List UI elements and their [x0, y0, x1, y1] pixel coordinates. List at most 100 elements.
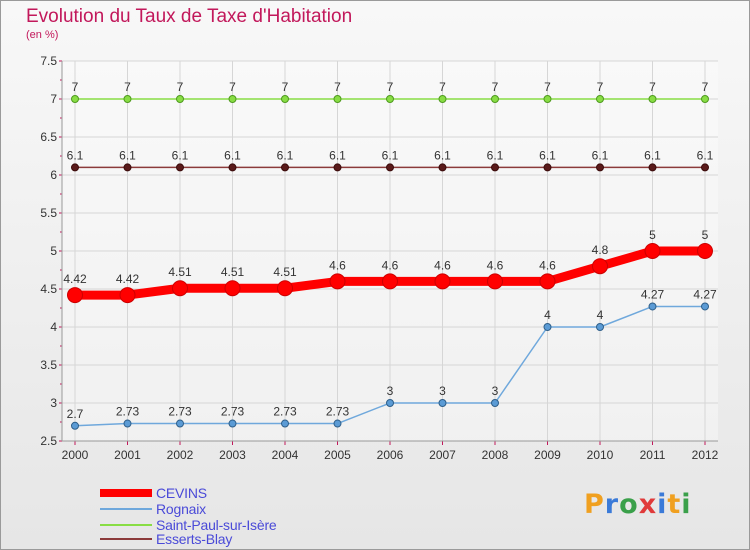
y-tick-label: 4.5 — [40, 282, 57, 296]
legend-label-cevins: CEVINS — [156, 485, 207, 501]
legend-item-esserts-blay: Esserts-Blay — [100, 531, 420, 547]
data-label-esserts-blay: 6.1 — [277, 148, 294, 162]
data-point-saint-paul — [123, 95, 132, 103]
y-tick-label: 6 — [50, 168, 57, 182]
data-point-cevins — [434, 273, 451, 290]
data-label-rognaix: 3 — [387, 384, 394, 398]
x-tick-label: 2011 — [640, 448, 666, 462]
data-point-esserts-blay — [491, 163, 499, 172]
x-tick-label: 2005 — [324, 448, 351, 462]
data-label-cevins: 5 — [702, 228, 709, 242]
data-label-rognaix: 2.73 — [116, 405, 140, 419]
data-point-cevins — [697, 243, 713, 259]
data-point-esserts-blay — [281, 163, 289, 172]
data-point-cevins — [382, 273, 398, 290]
data-label-rognaix: 3 — [439, 384, 446, 398]
data-point-esserts-blay — [648, 163, 657, 172]
data-point-saint-paul — [491, 95, 499, 103]
data-point-esserts-blay — [228, 163, 237, 172]
data-point-rognaix — [176, 419, 184, 428]
data-point-saint-paul — [701, 95, 709, 103]
data-label-cevins: 4.6 — [434, 258, 451, 272]
y-tick-label: 4 — [50, 320, 57, 334]
data-point-esserts-blay — [71, 163, 79, 172]
x-tick-label: 2002 — [167, 448, 194, 462]
data-label-esserts-blay: 6.1 — [434, 148, 451, 162]
data-label-esserts-blay: 6.1 — [539, 148, 556, 162]
data-point-esserts-blay — [176, 163, 184, 172]
data-label-rognaix: 4.27 — [693, 287, 717, 301]
logo-letter: i — [681, 489, 692, 520]
data-point-saint-paul — [176, 95, 184, 103]
data-label-saint-paul: 7 — [544, 80, 551, 94]
data-point-cevins — [539, 273, 556, 290]
data-point-rognaix — [648, 302, 657, 311]
y-tick-label: 6.5 — [40, 130, 57, 144]
y-tick-label: 2.5 — [40, 434, 57, 448]
data-label-esserts-blay: 6.1 — [592, 148, 609, 162]
data-label-saint-paul: 7 — [597, 80, 604, 94]
data-label-saint-paul: 7 — [702, 80, 709, 94]
x-tick-label: 2006 — [377, 448, 404, 462]
logo-letter: o — [619, 489, 639, 520]
data-point-cevins — [487, 273, 503, 290]
data-label-cevins: 4.6 — [329, 258, 346, 272]
data-point-cevins — [644, 243, 661, 259]
data-label-cevins: 4.42 — [116, 272, 140, 286]
data-label-cevins: 4.51 — [221, 265, 245, 279]
data-point-rognaix — [228, 419, 237, 428]
legend-label-saint-paul: Saint-Paul-sur-Isère — [156, 517, 277, 533]
data-point-saint-paul — [71, 95, 79, 103]
data-label-cevins: 4.8 — [592, 243, 609, 257]
data-label-rognaix: 2.73 — [168, 405, 192, 419]
data-point-rognaix — [333, 419, 342, 428]
x-tick-label: 2012 — [692, 448, 719, 462]
data-label-rognaix: 2.73 — [326, 405, 350, 419]
data-point-rognaix — [123, 419, 132, 428]
data-label-rognaix: 2.73 — [221, 405, 245, 419]
data-label-saint-paul: 7 — [334, 80, 341, 94]
legend-swatch-cevins — [100, 489, 152, 497]
data-label-esserts-blay: 6.1 — [697, 148, 714, 162]
data-point-cevins — [329, 273, 346, 290]
data-point-cevins — [224, 280, 241, 297]
series-rognaix: 2.7 2.73 2.73 2.73 2.73 2.73 3 3 3 4 4 4.27 4.27 — [67, 287, 717, 430]
data-point-esserts-blay — [333, 163, 342, 172]
y-tick-label: 5 — [50, 244, 57, 258]
data-label-saint-paul: 7 — [177, 80, 184, 94]
data-label-esserts-blay: 6.1 — [487, 148, 504, 162]
x-tick-label: 2000 — [62, 448, 89, 462]
x-tick-label: 2003 — [219, 448, 246, 462]
data-label-cevins: 4.51 — [273, 265, 297, 279]
data-label-cevins: 4.6 — [382, 258, 399, 272]
data-point-esserts-blay — [543, 163, 552, 172]
data-label-saint-paul: 7 — [124, 80, 131, 94]
data-label-esserts-blay: 6.1 — [224, 148, 241, 162]
data-label-saint-paul: 7 — [439, 80, 446, 94]
data-point-cevins — [277, 280, 293, 297]
legend-swatch-rognaix — [100, 508, 152, 510]
data-label-esserts-blay: 6.1 — [329, 148, 346, 162]
logo-letter: P — [584, 489, 605, 520]
y-tick-label: 5.5 — [40, 206, 57, 220]
x-tick-label: 2001 — [114, 448, 141, 462]
legend-item-cevins: CEVINS — [100, 485, 420, 501]
data-point-rognaix — [281, 419, 289, 428]
data-point-saint-paul — [281, 95, 289, 103]
y-tick-label: 3 — [50, 396, 57, 410]
y-tick-label: 7.5 — [40, 54, 57, 68]
data-point-esserts-blay — [438, 163, 447, 172]
data-point-saint-paul — [648, 95, 657, 103]
data-label-rognaix: 2.73 — [273, 405, 297, 419]
data-point-saint-paul — [543, 95, 552, 103]
data-point-saint-paul — [596, 95, 604, 103]
data-label-rognaix: 4 — [597, 308, 604, 322]
data-point-rognaix — [701, 302, 709, 311]
proxiti-logo: Proxiti — [584, 489, 692, 520]
data-point-cevins — [119, 287, 136, 304]
series-esserts-blay: 6.1 6.1 6.1 6.1 6.1 6.1 6.1 6.1 6.1 6.1 6.1 6.1 6.1 — [67, 148, 714, 172]
data-label-saint-paul: 7 — [229, 80, 236, 94]
series-saint-paul: 7 7 7 7 7 7 7 7 7 7 7 7 7 — [71, 80, 709, 103]
data-label-rognaix: 3 — [492, 384, 499, 398]
